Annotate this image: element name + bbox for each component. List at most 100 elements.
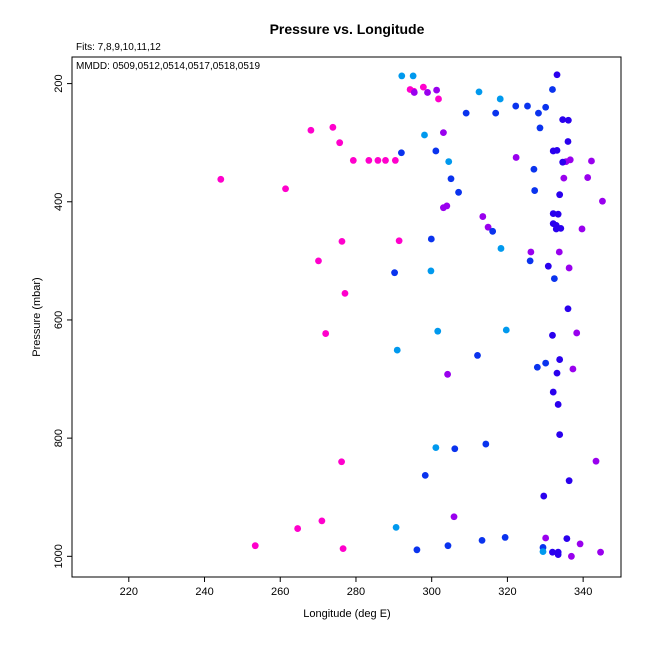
data-point <box>339 545 347 553</box>
data-point <box>497 245 505 252</box>
data-point <box>526 257 534 265</box>
data-point <box>251 542 259 550</box>
data-point <box>559 158 567 166</box>
x-tick-label: 300 <box>423 586 441 598</box>
data-point <box>440 129 447 137</box>
data-point <box>307 126 315 134</box>
data-point <box>443 202 451 210</box>
data-point <box>489 227 497 235</box>
data-point <box>565 264 573 272</box>
data-point <box>338 458 345 466</box>
data-point <box>536 124 544 132</box>
data-point <box>282 185 289 193</box>
data-point <box>550 275 558 282</box>
data-point <box>365 157 373 164</box>
data-point <box>560 174 568 182</box>
data-point <box>535 109 542 117</box>
data-point <box>544 262 552 270</box>
data-point <box>554 551 562 558</box>
data-point <box>540 492 548 500</box>
data-point <box>554 401 562 408</box>
data-point <box>336 139 344 147</box>
data-point <box>374 157 382 164</box>
data-point <box>573 329 581 337</box>
data-point <box>530 165 538 173</box>
data-point <box>462 109 470 117</box>
data-point <box>398 72 406 80</box>
x-axis: 220 240 260 280 300 320 340 <box>120 577 592 598</box>
data-point <box>592 457 600 465</box>
data-point <box>434 327 442 335</box>
data-point <box>435 95 442 103</box>
data-point <box>445 158 453 165</box>
x-tick-label: 260 <box>271 586 289 598</box>
x-tick-label: 340 <box>574 586 592 598</box>
data-point <box>549 86 556 93</box>
chart-annotation: MMDD: 0509,0512,0514,0517,0518,0519 <box>76 61 260 72</box>
x-tick-label: 280 <box>347 586 365 598</box>
data-point <box>549 331 556 339</box>
data-point <box>553 369 561 377</box>
data-point <box>455 188 462 196</box>
data-point <box>565 477 573 485</box>
data-point <box>599 197 606 205</box>
data-point <box>542 359 550 367</box>
data-point <box>450 513 458 521</box>
data-point <box>492 109 500 117</box>
data-point <box>421 471 429 479</box>
data-point <box>444 542 452 550</box>
y-tick-label: 800 <box>53 429 65 447</box>
data-point <box>341 289 349 297</box>
data-point <box>564 305 572 313</box>
data-point <box>444 370 451 378</box>
data-point <box>433 86 441 94</box>
data-point <box>329 123 337 131</box>
data-point <box>512 102 520 110</box>
data-point <box>559 116 567 124</box>
data-point <box>549 210 557 217</box>
data-point <box>524 102 531 110</box>
data-point <box>421 131 428 139</box>
data-point <box>447 175 455 183</box>
data-point <box>382 157 389 164</box>
data-point <box>555 248 563 256</box>
data-point <box>512 154 520 161</box>
data-point <box>413 546 421 554</box>
data-point <box>322 330 330 337</box>
data-point <box>349 157 357 164</box>
data-point <box>542 103 550 111</box>
data-point <box>584 174 592 181</box>
data-point <box>554 210 562 218</box>
data-point <box>315 257 322 265</box>
data-point <box>475 88 483 96</box>
data-point <box>564 138 572 145</box>
data-point <box>338 237 346 245</box>
data-point <box>597 548 604 556</box>
y-tick-label: 400 <box>53 193 65 211</box>
y-tick-label: 1000 <box>53 544 65 568</box>
data-point <box>531 187 539 194</box>
data-point <box>427 267 435 275</box>
data-point <box>552 225 560 233</box>
y-axis: 200 400 600 800 1000 <box>53 74 72 569</box>
plot-area <box>71 56 622 578</box>
data-point <box>539 548 547 555</box>
data-point <box>482 440 490 448</box>
data-point <box>318 517 326 525</box>
data-point <box>549 548 556 556</box>
data-point <box>566 156 574 164</box>
data-point <box>556 356 564 363</box>
y-tick-label: 600 <box>53 311 65 329</box>
data-point <box>294 525 302 532</box>
data-point <box>432 444 440 451</box>
data-point <box>409 72 417 80</box>
data-point <box>474 352 481 359</box>
y-tick-label: 200 <box>53 74 65 92</box>
data-point <box>564 116 572 124</box>
data-point <box>392 523 400 531</box>
x-tick-label: 320 <box>498 586 516 598</box>
data-point <box>496 95 504 103</box>
data-points <box>217 71 606 560</box>
data-point <box>576 540 584 548</box>
